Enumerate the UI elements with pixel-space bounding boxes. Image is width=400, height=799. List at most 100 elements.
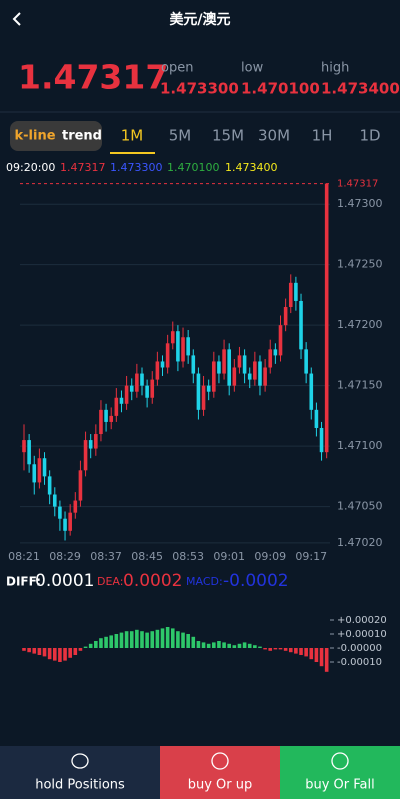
x-tick-label: 09:17 xyxy=(295,550,327,563)
y-tick-label: -0.00000 xyxy=(337,643,382,654)
info-time: 09:20:00 xyxy=(6,161,55,174)
macd-bar xyxy=(253,645,257,648)
candle-body xyxy=(114,397,119,416)
tab[interactable]: 30M xyxy=(258,127,290,145)
macd-value: -0.0002 xyxy=(223,571,289,591)
macd-bar xyxy=(88,643,93,648)
macd-bar xyxy=(170,628,175,648)
macd-label: MACD: xyxy=(186,575,223,588)
macd-bar xyxy=(155,629,160,648)
info-open: 1.473300 xyxy=(110,161,163,174)
candle-body xyxy=(88,440,93,449)
x-tick-label: 09:01 xyxy=(213,550,245,563)
tab[interactable]: k-line xyxy=(14,129,55,144)
view-toggle[interactable] xyxy=(10,121,102,151)
macd-bar xyxy=(119,632,124,648)
macd-bar xyxy=(258,646,262,648)
candle-body xyxy=(237,355,242,368)
diff-value: 0.0001 xyxy=(35,571,94,591)
macd-bar xyxy=(145,632,149,648)
buy-up-button[interactable] xyxy=(160,746,280,799)
x-tick-label: 08:53 xyxy=(172,550,204,563)
candle-body xyxy=(227,349,231,386)
macd-bar xyxy=(58,648,62,662)
x-tick-label: 08:29 xyxy=(49,550,81,563)
macd-bar xyxy=(283,648,288,651)
candle-body xyxy=(94,434,98,449)
macd-bar xyxy=(242,642,247,648)
candle-body xyxy=(58,506,62,519)
macd-bar xyxy=(22,648,26,651)
macd-bar xyxy=(294,648,298,654)
hold-button[interactable] xyxy=(0,746,160,799)
candle-body xyxy=(217,361,221,374)
back-button[interactable] xyxy=(12,12,21,26)
candle-body xyxy=(212,361,216,392)
macd-bar xyxy=(129,631,134,648)
candle-body xyxy=(99,409,103,435)
macd-bar xyxy=(52,648,57,661)
footer-label[interactable]: hold Positions xyxy=(35,778,125,793)
macd-bar xyxy=(135,629,139,648)
macd-bar xyxy=(160,628,165,648)
candle-body xyxy=(104,409,108,422)
macd-bar xyxy=(68,648,72,658)
macd-bar xyxy=(47,648,52,660)
macd-bar xyxy=(83,646,88,648)
tab[interactable]: trend xyxy=(62,129,102,144)
tab[interactable]: 1M xyxy=(121,127,144,145)
macd-bar xyxy=(196,641,201,648)
candle-body xyxy=(140,373,144,386)
candle-body xyxy=(319,427,324,453)
candle-body xyxy=(294,282,298,301)
y-tick-label: 1.47200 xyxy=(337,318,383,331)
candle-body xyxy=(27,440,31,465)
dea-value: 0.0002 xyxy=(123,571,182,591)
low-label: low xyxy=(241,61,264,76)
candle-body xyxy=(191,355,196,374)
footer-label[interactable]: buy Or Fall xyxy=(305,778,375,793)
dea-label: DEA: xyxy=(97,575,123,588)
low-value: 1.470100 xyxy=(241,80,320,98)
candle-body xyxy=(268,349,273,368)
candle-body xyxy=(22,440,26,453)
candle-body xyxy=(278,325,283,356)
macd-bar xyxy=(288,648,293,653)
macd-bar xyxy=(181,632,185,648)
buy-fall-button[interactable] xyxy=(280,746,400,799)
macd-bar xyxy=(124,631,129,648)
macd-bar xyxy=(63,648,67,661)
macd-bar xyxy=(78,648,83,651)
macd-bar xyxy=(176,631,180,648)
x-tick-label: 08:37 xyxy=(90,550,122,563)
footer-label[interactable]: buy Or up xyxy=(188,778,253,793)
macd-bar xyxy=(186,634,190,648)
macd-bar xyxy=(324,648,329,672)
y-tick-label: 1.47100 xyxy=(337,439,383,452)
macd-bar xyxy=(206,643,211,648)
tab[interactable]: 1D xyxy=(359,127,380,145)
candle-body xyxy=(273,349,278,356)
candle-body xyxy=(119,397,124,404)
candle-body xyxy=(324,183,329,453)
x-tick-label: 08:21 xyxy=(8,550,40,563)
page-title: 美元/澳元 xyxy=(169,11,230,28)
tab[interactable]: 5M xyxy=(169,127,192,145)
macd-bar xyxy=(304,648,308,657)
candle-body xyxy=(263,367,267,386)
macd-bar xyxy=(27,648,31,653)
candle-body xyxy=(155,361,160,380)
tab[interactable]: 1H xyxy=(312,127,333,145)
macd-bar xyxy=(309,648,314,660)
macd-bar xyxy=(201,642,206,648)
candle-body xyxy=(145,385,149,398)
candle-body xyxy=(109,415,114,422)
candle-body xyxy=(176,331,180,362)
tab[interactable]: 15M xyxy=(212,127,244,145)
macd-bar xyxy=(227,643,231,648)
macd-bar xyxy=(222,642,226,648)
candle-body xyxy=(242,355,247,374)
high-label: high xyxy=(321,61,349,76)
open-value: 1.473300 xyxy=(160,80,239,98)
macd-bar xyxy=(140,631,144,648)
